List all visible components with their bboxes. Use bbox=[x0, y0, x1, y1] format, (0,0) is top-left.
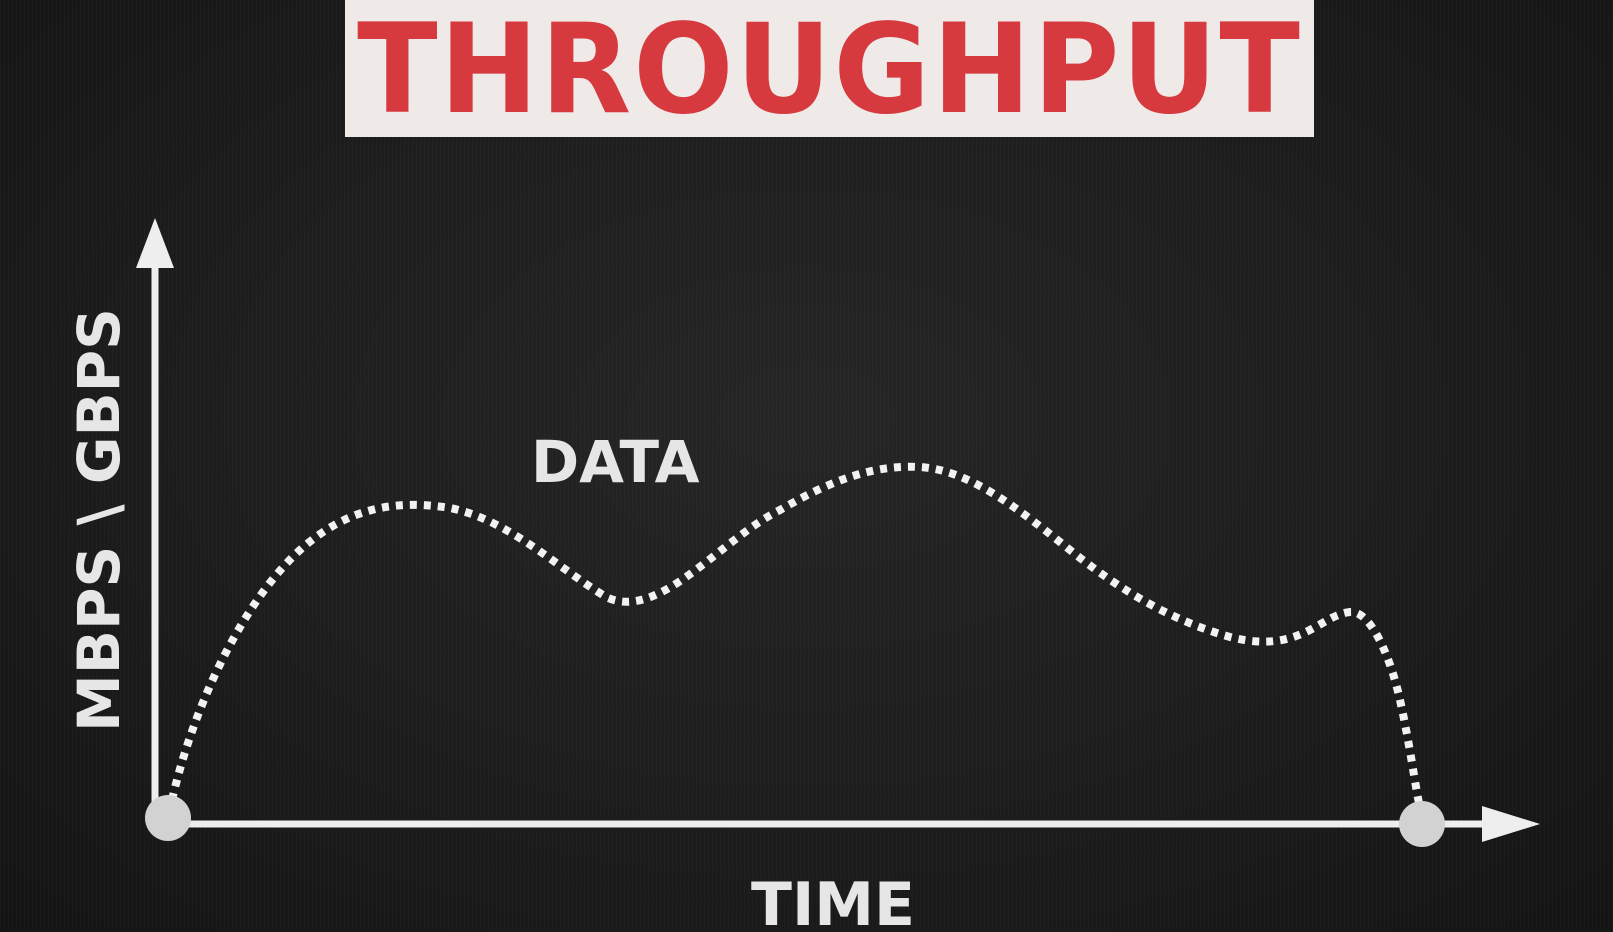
x-axis-arrow-icon bbox=[1482, 806, 1540, 842]
start-point-marker bbox=[145, 795, 191, 841]
y-axis-arrow-icon bbox=[136, 218, 174, 268]
throughput-curve bbox=[168, 462, 1424, 809]
page-title: THROUGHPUT bbox=[357, 0, 1302, 141]
y-axis-label: MBPS \ GBPS bbox=[65, 308, 133, 732]
x-axis-label: TIME bbox=[751, 870, 915, 932]
end-point-marker bbox=[1399, 801, 1445, 847]
curve-label: DATA bbox=[531, 428, 700, 496]
title-banner: THROUGHPUT bbox=[345, 0, 1314, 137]
